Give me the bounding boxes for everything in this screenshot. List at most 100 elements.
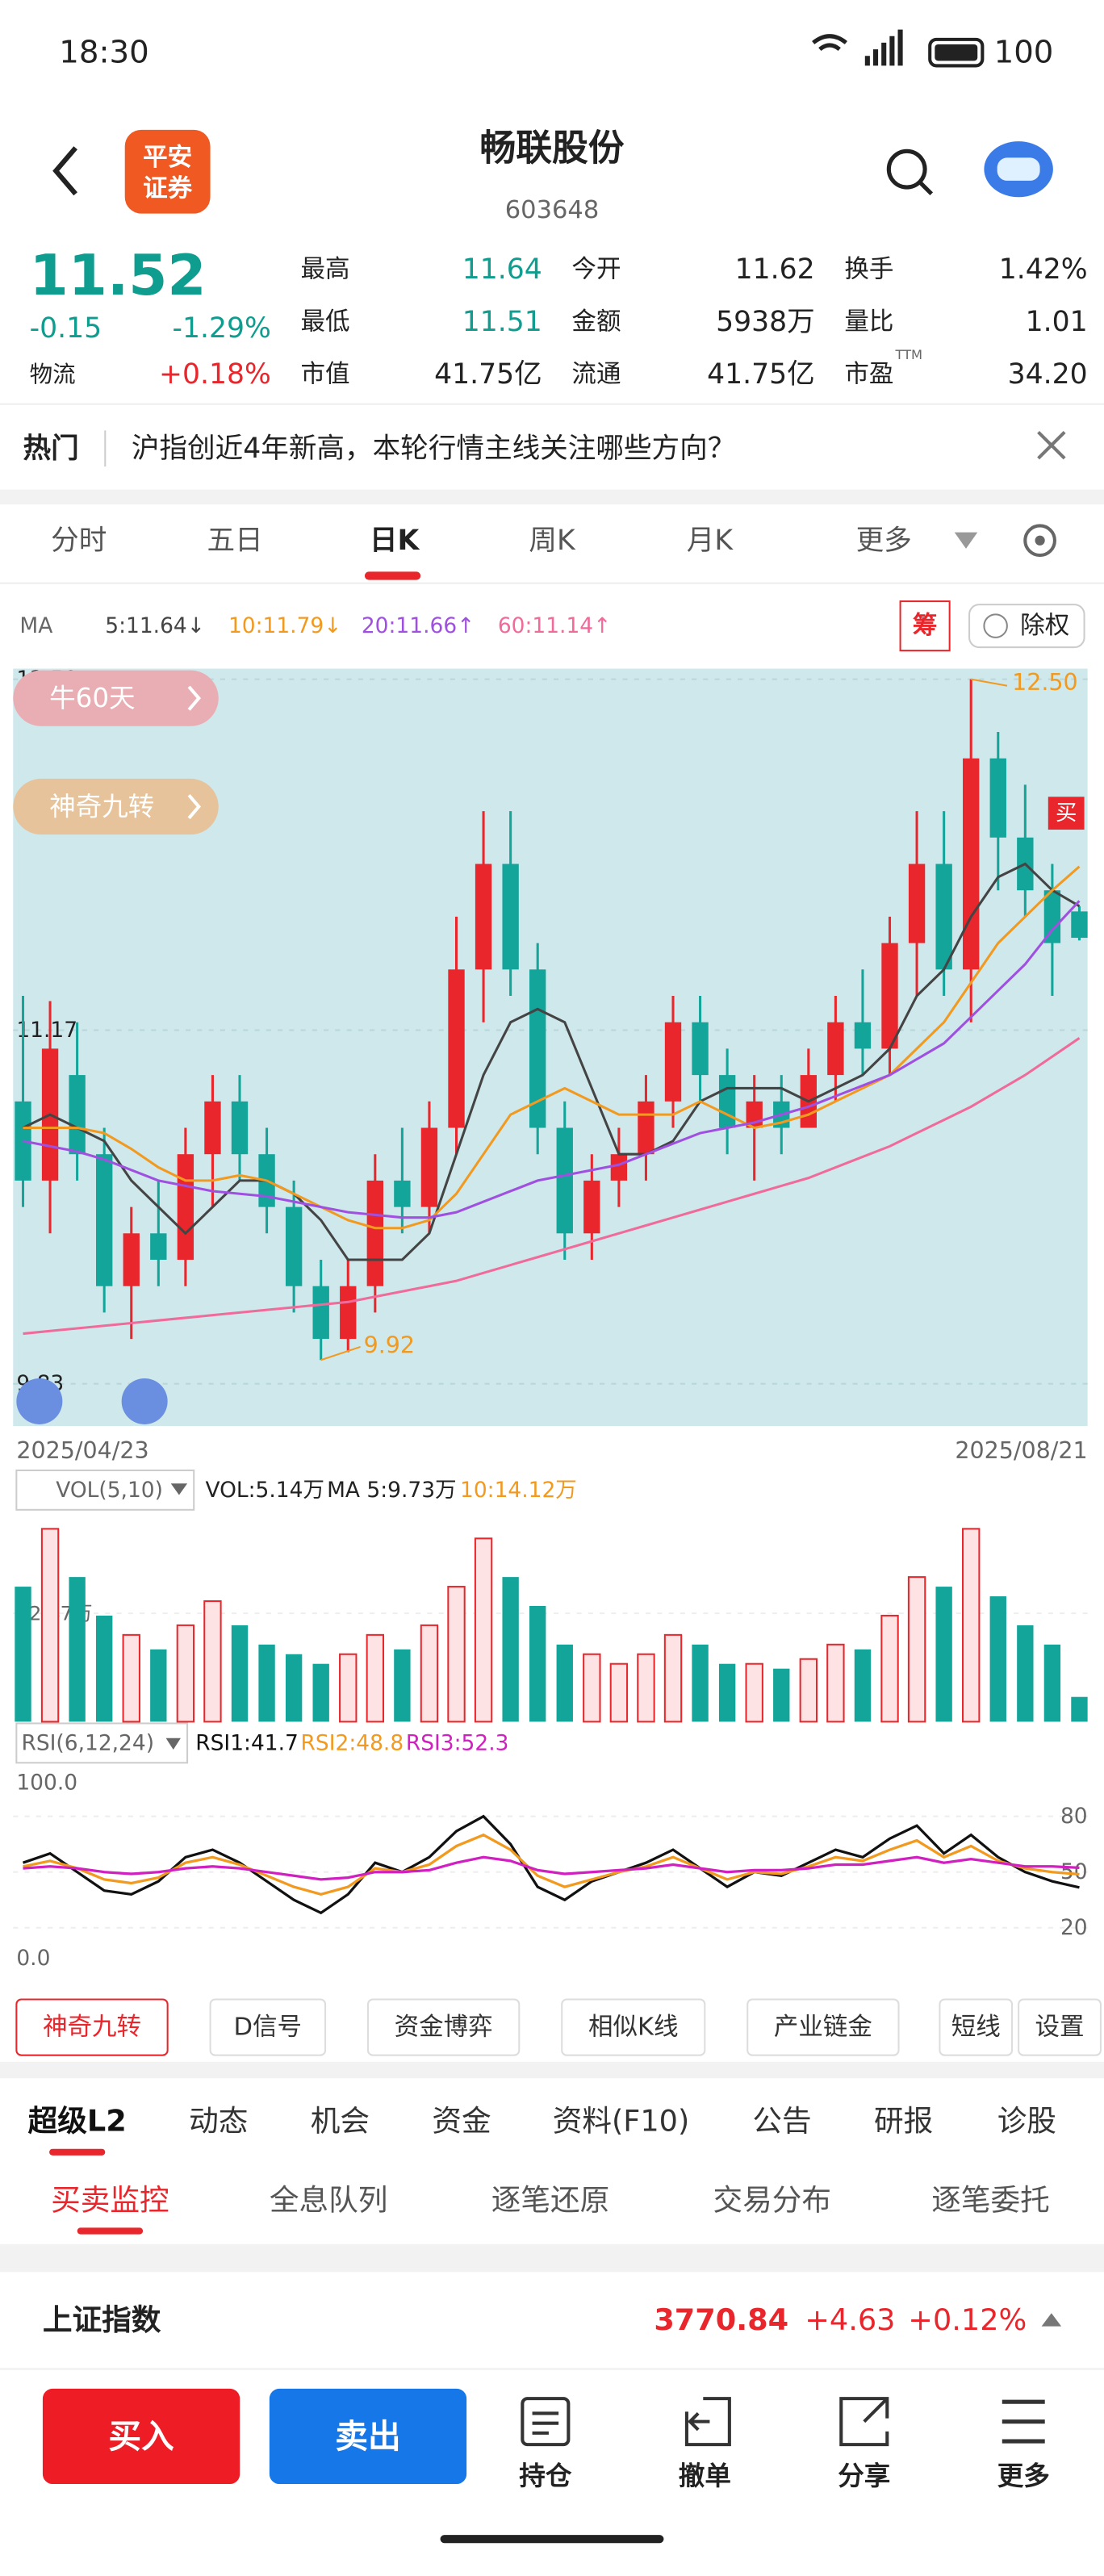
candle-body <box>177 1154 194 1260</box>
tool-button[interactable] <box>15 1998 169 2056</box>
badge-label: 牛60天 <box>49 683 136 713</box>
action-label[interactable]: 持仓 <box>519 2461 572 2491</box>
sell-label: 卖出 <box>335 2417 400 2456</box>
section-tab[interactable]: 资金 <box>432 2104 491 2139</box>
section-tab[interactable]: 诊股 <box>997 2104 1056 2139</box>
close-button[interactable] <box>1037 430 1066 460</box>
section-tab[interactable]: 公告 <box>752 2104 811 2139</box>
icon-lines <box>532 2411 559 2435</box>
volume-bar <box>529 1605 546 1722</box>
volume-bar <box>1043 1644 1061 1722</box>
volume-bar <box>502 1577 519 1722</box>
tool-button[interactable] <box>561 1998 706 2056</box>
period-tab[interactable]: 五日 <box>207 525 263 557</box>
tool-button[interactable] <box>746 1998 900 2056</box>
sub-tab[interactable]: 逐笔委托 <box>931 2182 1050 2217</box>
legend-entry: 20:11.66↑ <box>362 613 475 638</box>
settings-button[interactable] <box>1023 524 1056 558</box>
tool-label: 短线 <box>951 2014 1001 2042</box>
period-tab[interactable]: 月K <box>687 525 734 557</box>
volume-bar <box>935 1587 952 1722</box>
quote-label: 今开 <box>571 255 621 283</box>
ttm-mark: TTM <box>894 347 922 362</box>
position-icon[interactable] <box>521 2397 571 2447</box>
action-label[interactable]: 更多 <box>997 2461 1050 2491</box>
more-icon[interactable] <box>1002 2399 1045 2444</box>
rsi-selector[interactable] <box>15 1722 189 1764</box>
section-tab[interactable]: 机会 <box>311 2104 370 2139</box>
sell-button[interactable] <box>269 2388 467 2484</box>
volume-bar <box>150 1649 167 1722</box>
candle-body <box>420 1127 438 1207</box>
more-arrow <box>954 532 978 549</box>
action-label[interactable]: 撤单 <box>679 2461 731 2491</box>
vol-stat: 10:14.12万 <box>460 1478 577 1503</box>
expand-arrow[interactable] <box>1041 2313 1062 2327</box>
legend-entry: 60:11.14↑ <box>498 613 611 638</box>
candle-body <box>881 943 898 1049</box>
action-label[interactable]: 分享 <box>838 2461 890 2491</box>
vol-selector[interactable] <box>15 1469 195 1511</box>
active-tab-indicator <box>364 571 421 580</box>
sub-tab[interactable]: 买卖监控 <box>51 2182 169 2217</box>
quote-value: 41.75亿 <box>434 358 542 391</box>
news-text[interactable]: 沪指创近4年新高，本轮行情主线关注哪些方向？ <box>132 433 735 465</box>
volume-bar <box>285 1654 303 1722</box>
fullscreen-button[interactable] <box>121 1378 168 1424</box>
volume-bar <box>718 1663 736 1722</box>
rsi-line <box>22 1814 1080 1915</box>
sub-tab[interactable]: 全息队列 <box>270 2182 388 2217</box>
vol-title: VOL(5,10) <box>56 1478 163 1503</box>
y-tick-label: 0.0 <box>16 1946 50 1971</box>
sub-tab[interactable]: 交易分布 <box>713 2182 832 2217</box>
change: -0.15 <box>30 312 102 345</box>
period-tab[interactable]: 日K <box>370 525 420 557</box>
rsi-line <box>23 1855 1080 1881</box>
volume-bar <box>231 1625 249 1722</box>
buy-button[interactable] <box>42 2388 240 2484</box>
tool-label: 资金博弈 <box>395 2014 493 2042</box>
index-name: 上证指数 <box>43 2302 161 2337</box>
y-tick-label: 11.17 <box>16 1018 77 1043</box>
sector: 物流 <box>30 362 76 388</box>
tool-button[interactable] <box>209 1998 327 2056</box>
volume-bar <box>366 1633 385 1723</box>
tool-button[interactable] <box>939 1998 1014 2056</box>
signal-badge[interactable] <box>13 670 219 726</box>
candle-body <box>989 758 1006 838</box>
rsi-line <box>23 1833 1080 1896</box>
section-tab[interactable]: 动态 <box>189 2104 248 2139</box>
assistant-face <box>997 157 1040 181</box>
volume-bar <box>339 1653 358 1723</box>
date-label: 2025/04/23 <box>16 1437 148 1464</box>
quote-label: 流通 <box>571 361 621 389</box>
section-tab[interactable]: 资料(F10) <box>553 2104 689 2139</box>
section-tab[interactable]: 超级L2 <box>28 2104 127 2139</box>
volume-bar <box>312 1663 329 1722</box>
search-button[interactable] <box>886 148 927 190</box>
cancel-icon[interactable] <box>684 2397 731 2447</box>
tool-button[interactable] <box>1018 1998 1102 2056</box>
period-tab[interactable]: 分时 <box>51 525 107 557</box>
volume-bar <box>176 1624 195 1723</box>
chip-button[interactable] <box>899 600 951 652</box>
candle-body <box>1043 890 1061 943</box>
share-icon[interactable] <box>839 2397 889 2447</box>
expand-button[interactable] <box>16 1378 63 1424</box>
legend-entry: 10:11.79↓ <box>228 613 341 638</box>
quote-label: 换手 <box>844 255 893 283</box>
back-button[interactable] <box>52 146 77 196</box>
volume-bar <box>663 1633 683 1723</box>
tool-button[interactable] <box>366 1998 521 2056</box>
section-tab[interactable]: 研报 <box>874 2104 933 2139</box>
volume-bar <box>609 1662 629 1723</box>
sub-tab[interactable]: 逐笔还原 <box>491 2182 610 2217</box>
quote-label: 最低 <box>301 308 350 337</box>
signal-badge[interactable] <box>13 778 219 835</box>
low-label: 9.92 <box>364 1332 415 1358</box>
period-tab[interactable]: 更多 <box>856 525 912 557</box>
period-tab[interactable]: 周K <box>529 525 576 557</box>
stock-name: 畅联股份 <box>479 127 624 169</box>
price: 11.52 <box>30 244 207 308</box>
